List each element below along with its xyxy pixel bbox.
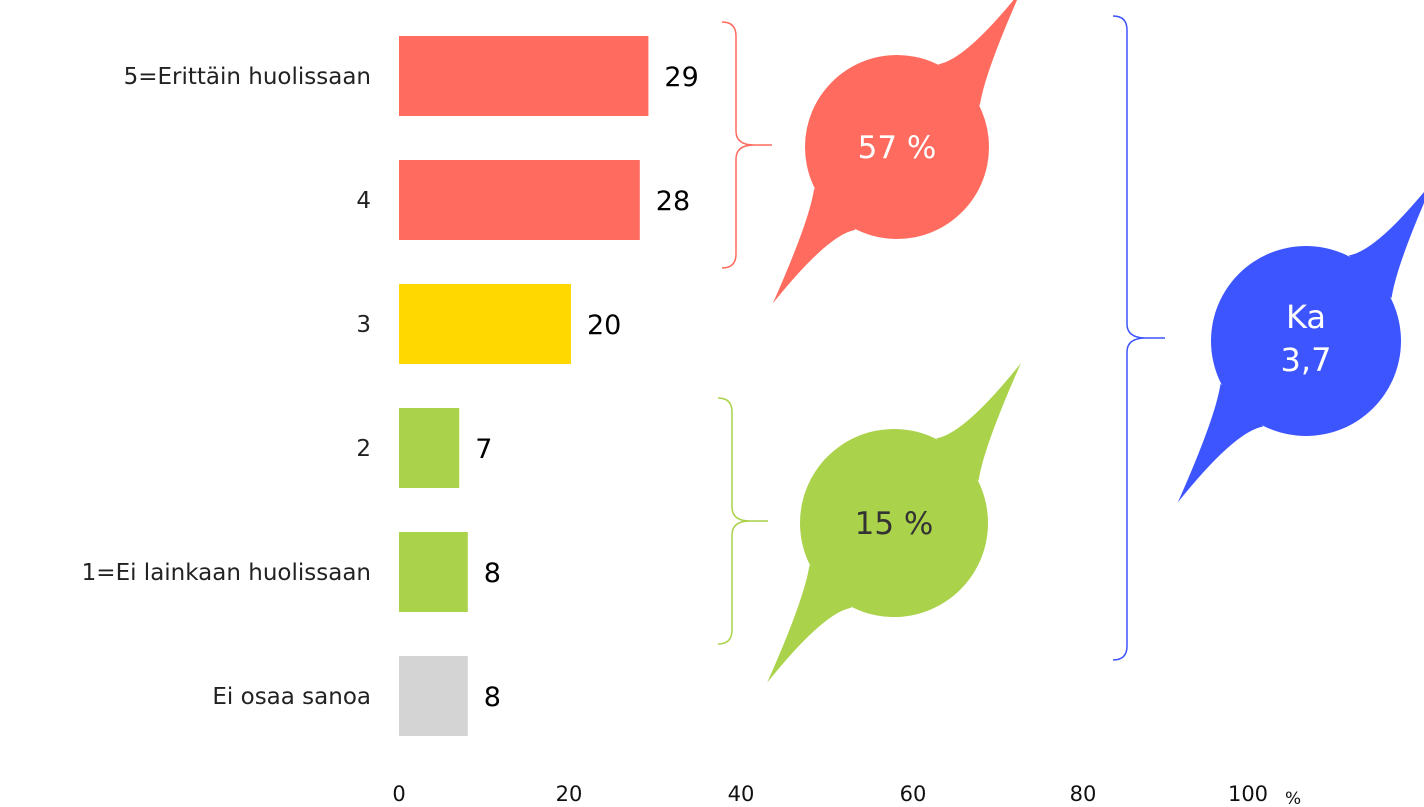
bars-group bbox=[399, 36, 649, 736]
brace-all bbox=[1112, 15, 1165, 661]
x-tick-80: 80 bbox=[1070, 782, 1097, 806]
bubble-mean-label-line2: 3,7 bbox=[1281, 341, 1332, 379]
bubble-57-circle bbox=[805, 55, 989, 239]
category-label-4: 1=Ei lainkaan huolissaan bbox=[82, 560, 371, 586]
category-label-1: 4 bbox=[356, 188, 371, 214]
bar-1 bbox=[399, 160, 640, 240]
bubble-15-label: 15 % bbox=[855, 506, 934, 542]
category-label-0: 5=Erittäin huolissaan bbox=[124, 64, 371, 90]
bubble-57-spike-bottom bbox=[772, 188, 856, 304]
bubble-15: 15 % bbox=[767, 363, 1021, 683]
bubble-15-spike-top bbox=[936, 363, 1021, 481]
bubble-mean-spike-bottom bbox=[1177, 383, 1264, 503]
bar-3 bbox=[399, 408, 460, 488]
category-label-5: Ei osaa sanoa bbox=[212, 684, 371, 710]
category-label-2: 3 bbox=[356, 312, 371, 338]
bubble-15-circle bbox=[800, 429, 988, 617]
bubble-mean-label-line1: Ka bbox=[1286, 298, 1326, 336]
annotations-group: 57 % 15 % Ka 3,7 bbox=[717, 0, 1424, 683]
x-axis-ticks: 0 20 40 60 80 100% bbox=[392, 782, 1301, 807]
brace-bottom-group bbox=[717, 397, 768, 645]
bubble-15-spike-bottom bbox=[767, 565, 852, 683]
bar-2 bbox=[399, 284, 571, 364]
value-labels: 29 28 20 7 8 8 bbox=[475, 62, 699, 713]
brace-top-group bbox=[721, 21, 772, 269]
x-axis-unit: % bbox=[1285, 789, 1301, 807]
value-label-5: 8 bbox=[484, 682, 501, 713]
x-tick-60: 60 bbox=[900, 782, 927, 806]
value-label-0: 29 bbox=[664, 62, 698, 93]
bar-5 bbox=[399, 656, 468, 736]
category-label-3: 2 bbox=[356, 436, 371, 462]
value-label-4: 8 bbox=[484, 558, 501, 589]
bar-0 bbox=[399, 36, 649, 116]
value-label-2: 20 bbox=[587, 310, 621, 341]
bubble-57: 57 % bbox=[772, 0, 1018, 304]
x-tick-100: 100 bbox=[1228, 782, 1268, 806]
bar-4 bbox=[399, 532, 468, 612]
x-tick-0: 0 bbox=[392, 782, 405, 806]
bubble-mean: Ka 3,7 bbox=[1177, 192, 1424, 503]
category-labels: 5=Erittäin huolissaan 4 3 2 1=Ei lainkaan hu… bbox=[82, 64, 371, 710]
value-label-3: 7 bbox=[475, 434, 492, 465]
value-label-1: 28 bbox=[656, 186, 690, 217]
x-tick-40: 40 bbox=[728, 782, 755, 806]
bubble-mean-circle bbox=[1211, 246, 1401, 436]
bubble-57-label: 57 % bbox=[858, 130, 937, 166]
x-tick-20: 20 bbox=[556, 782, 583, 806]
